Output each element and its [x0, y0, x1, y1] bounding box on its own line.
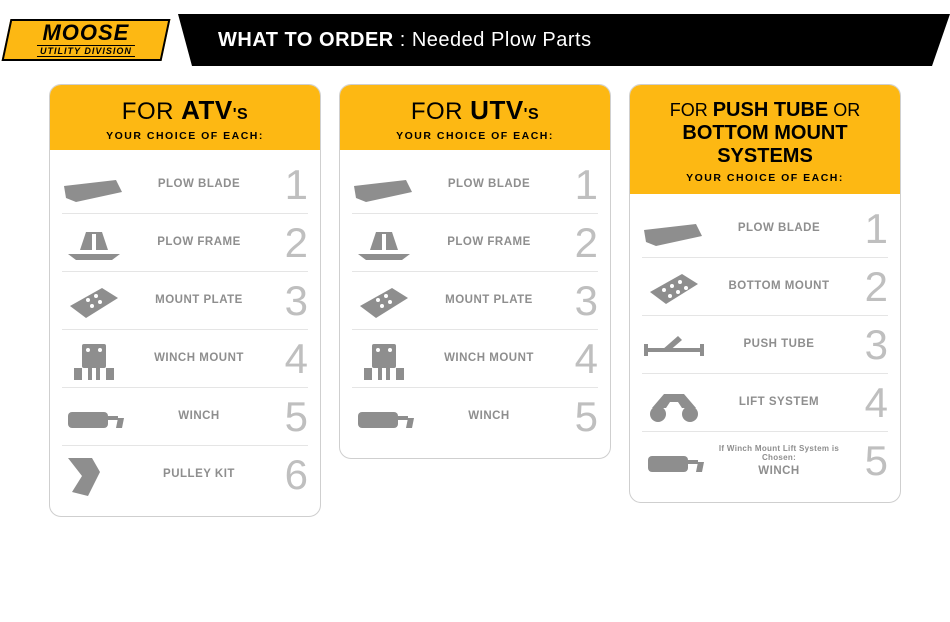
title-bold: WHAT TO ORDER	[218, 29, 394, 52]
part-row: MOUNT PLATE 3	[352, 272, 598, 330]
winch-icon	[352, 394, 416, 440]
part-label: PLOW FRAME	[422, 236, 556, 250]
part-number: 1	[852, 208, 888, 250]
frame-icon	[62, 220, 126, 266]
part-label: PLOW FRAME	[132, 236, 266, 250]
card-title: FOR UTV'S	[348, 95, 602, 126]
pushtube-icon	[642, 322, 706, 368]
part-row: MOUNT PLATE 3	[62, 272, 308, 330]
logo-sub: UTILITY DIVISION	[37, 45, 135, 57]
part-row: LIFT SYSTEM 4	[642, 374, 888, 432]
winchmount-icon	[62, 336, 126, 382]
part-number: 2	[562, 222, 598, 264]
part-label: BOTTOM MOUNT	[712, 280, 846, 294]
atv-icon	[642, 380, 706, 426]
part-row: WINCH 5	[62, 388, 308, 446]
header-bar: MOOSE UTILITY DIVISION WHAT TO ORDER : N…	[0, 14, 950, 66]
part-row: WINCH MOUNT 4	[352, 330, 598, 388]
plate-icon	[62, 278, 126, 324]
part-label: WINCH MOUNT	[132, 352, 266, 366]
blade-icon	[642, 206, 706, 252]
part-label: PLOW BLADE	[712, 222, 846, 236]
part-row: BOTTOM MOUNT 2	[642, 258, 888, 316]
part-number: 5	[272, 396, 308, 438]
card-rows: PLOW BLADE 1 PLOW FRAME 2 MOUNT PLATE 3 WINCH …	[340, 150, 610, 458]
part-label: WINCH	[422, 410, 556, 424]
part-number: 3	[272, 280, 308, 322]
card-head: FOR PUSH TUBE ORBOTTOM MOUNTSYSTEMS YOUR …	[630, 85, 900, 194]
part-number: 3	[562, 280, 598, 322]
part-row: PLOW FRAME 2	[62, 214, 308, 272]
part-label: PLOW BLADE	[132, 178, 266, 192]
winch-icon	[62, 394, 126, 440]
blade-icon	[352, 162, 416, 208]
part-row: WINCH MOUNT 4	[62, 330, 308, 388]
plate-icon	[352, 278, 416, 324]
card-rows: PLOW BLADE 1 BOTTOM MOUNT 2 PUSH TUBE 3 LIFT S…	[630, 194, 900, 502]
part-row: WINCH 5	[352, 388, 598, 446]
part-label: PLOW BLADE	[422, 178, 556, 192]
blade-icon	[62, 162, 126, 208]
columns-container: FOR ATV'S YOUR CHOICE OF EACH: PLOW BLADE 1…	[0, 84, 950, 517]
part-number: 3	[852, 324, 888, 366]
part-number: 1	[272, 164, 308, 206]
card-subtitle: YOUR CHOICE OF EACH:	[348, 130, 602, 142]
logo-main: MOOSE	[37, 23, 135, 43]
part-number: 6	[272, 454, 308, 496]
part-label: WINCH MOUNT	[422, 352, 556, 366]
part-row: PLOW FRAME 2	[352, 214, 598, 272]
part-number: 5	[852, 440, 888, 482]
part-label: PUSH TUBE	[712, 338, 846, 352]
part-row: If Winch Mount Lift System is Chosen:WIN…	[642, 432, 888, 490]
part-number: 2	[852, 266, 888, 308]
title-light: : Needed Plow Parts	[400, 29, 592, 52]
card-subtitle: YOUR CHOICE OF EACH:	[58, 130, 312, 142]
card-head: FOR ATV'S YOUR CHOICE OF EACH:	[50, 85, 320, 150]
card-title: FOR PUSH TUBE ORBOTTOM MOUNTSYSTEMS	[640, 99, 890, 168]
title-ribbon: WHAT TO ORDER : Needed Plow Parts	[178, 14, 950, 66]
pulley-icon	[62, 452, 126, 498]
part-label: WINCH	[132, 410, 266, 424]
part-row: PLOW BLADE 1	[642, 200, 888, 258]
part-label: MOUNT PLATE	[132, 294, 266, 308]
bmount-icon	[642, 264, 706, 310]
part-number: 1	[562, 164, 598, 206]
part-label: PULLEY KIT	[132, 468, 266, 482]
part-row: PLOW BLADE 1	[62, 156, 308, 214]
card-head: FOR UTV'S YOUR CHOICE OF EACH:	[340, 85, 610, 150]
winchmount-icon	[352, 336, 416, 382]
part-label: If Winch Mount Lift System is Chosen:WIN…	[712, 444, 846, 479]
card-1: FOR UTV'S YOUR CHOICE OF EACH: PLOW BLADE 1…	[339, 84, 611, 459]
part-row: PUSH TUBE 3	[642, 316, 888, 374]
card-0: FOR ATV'S YOUR CHOICE OF EACH: PLOW BLADE 1…	[49, 84, 321, 517]
part-row: PULLEY KIT 6	[62, 446, 308, 504]
card-2: FOR PUSH TUBE ORBOTTOM MOUNTSYSTEMS YOUR …	[629, 84, 901, 503]
part-row: PLOW BLADE 1	[352, 156, 598, 214]
frame-icon	[352, 220, 416, 266]
winch-icon	[642, 438, 706, 484]
card-title: FOR ATV'S	[58, 95, 312, 126]
logo-wrap: MOOSE UTILITY DIVISION	[0, 14, 178, 66]
card-subtitle: YOUR CHOICE OF EACH:	[640, 172, 890, 184]
part-number: 4	[272, 338, 308, 380]
card-rows: PLOW BLADE 1 PLOW FRAME 2 MOUNT PLATE 3 WINCH …	[50, 150, 320, 516]
part-number: 5	[562, 396, 598, 438]
part-label: LIFT SYSTEM	[712, 396, 846, 410]
part-label: MOUNT PLATE	[422, 294, 556, 308]
part-number: 4	[852, 382, 888, 424]
part-number: 2	[272, 222, 308, 264]
part-number: 4	[562, 338, 598, 380]
logo: MOOSE UTILITY DIVISION	[2, 19, 171, 61]
